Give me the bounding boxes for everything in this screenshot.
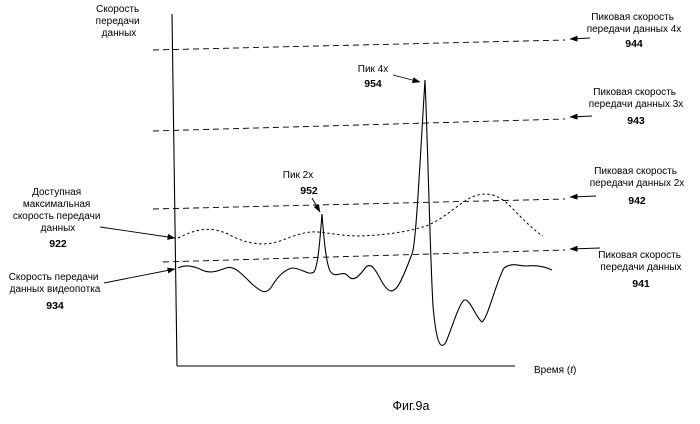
available-rate-leader (100, 227, 175, 238)
x-axis-label: Время (t) (534, 365, 576, 376)
peak-4x-ref: 954 (364, 78, 382, 90)
level-2x-leader (570, 196, 596, 197)
level-2x-ref: 942 (628, 195, 646, 207)
peak-2x-ref: 952 (300, 185, 318, 197)
video-rate-label: Скорость передачи данных видеопотка (9, 272, 102, 295)
level-3x-label: Пиковая скорость передачи данных 3x (589, 87, 684, 110)
level-4x-leader (570, 38, 590, 39)
level-3x-leader (570, 116, 592, 117)
level-3x-line (153, 119, 565, 131)
peak-2x-label: Пик 2x (283, 170, 314, 181)
peak-4x-leader (393, 75, 420, 82)
available-rate-curve (178, 194, 543, 244)
peak-4x-label: Пик 4x (358, 64, 389, 75)
available-rate-label: Доступная максимальная скорость передачи… (13, 187, 103, 234)
video-rate-ref: 934 (46, 300, 64, 312)
level-2x-label: Пиковая скорость передачи данных 2x (590, 166, 685, 189)
level-1x-line (163, 250, 565, 262)
level-3x-ref: 943 (627, 115, 645, 127)
video-rate-leader (104, 269, 175, 283)
level-4x-ref: 944 (625, 38, 643, 50)
level-4x-line (153, 40, 565, 50)
y-axis (172, 14, 177, 366)
level-4x-label: Пиковая скорость передачи данных 4x (587, 12, 682, 35)
figure-caption: Фиг.9а (393, 399, 430, 413)
y-axis-label: Скорость передачи данных (96, 4, 143, 39)
level-1x-leader (570, 248, 600, 249)
level-1x-label: Пиковая скорость передачи данных (598, 250, 684, 273)
video-rate-curve (178, 80, 552, 345)
level-1x-ref: 941 (632, 278, 650, 290)
available-rate-ref: 922 (49, 238, 67, 250)
